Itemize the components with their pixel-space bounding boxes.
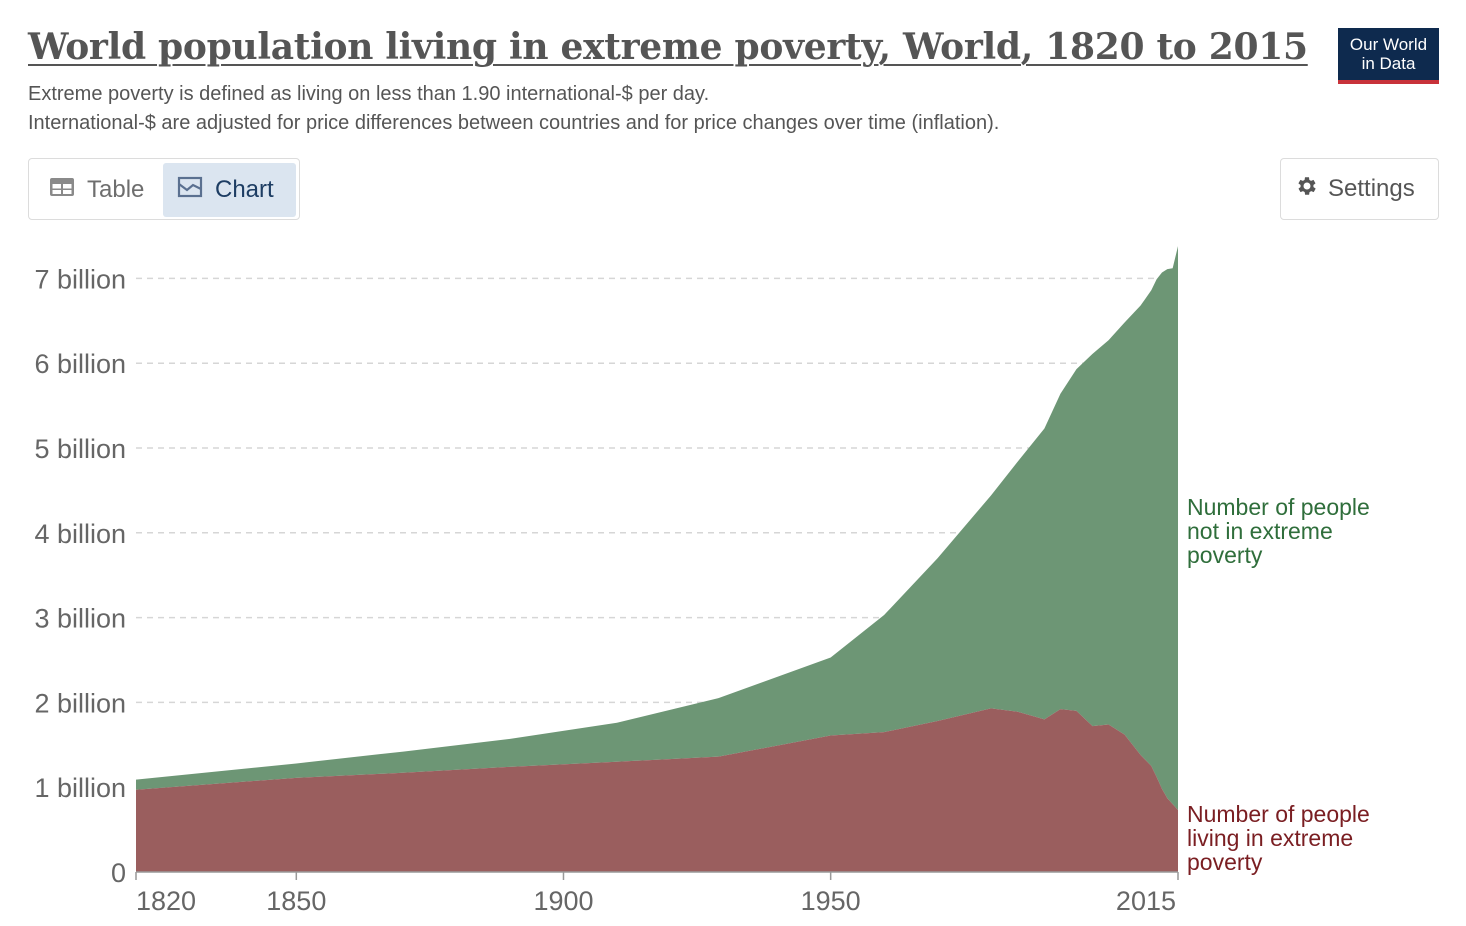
tab-chart-label: Chart bbox=[215, 176, 274, 203]
y-tick-label: 5 billion bbox=[34, 434, 126, 464]
our-world-in-data-logo[interactable]: Our World in Data bbox=[1338, 28, 1439, 84]
y-tick-label: 3 billion bbox=[34, 604, 126, 634]
gear-icon bbox=[1295, 174, 1328, 205]
y-tick-label: 1 billion bbox=[34, 773, 126, 803]
table-icon bbox=[49, 176, 87, 204]
x-tick-label: 1900 bbox=[533, 886, 593, 916]
tab-chart[interactable]: Chart bbox=[163, 163, 296, 217]
y-tick-label: 2 billion bbox=[34, 688, 126, 718]
chart-icon bbox=[177, 176, 215, 205]
logo-line-1: Our World bbox=[1349, 35, 1428, 54]
tab-table[interactable]: Table bbox=[33, 163, 163, 217]
y-tick-label: 4 billion bbox=[34, 519, 126, 549]
tab-table-label: Table bbox=[87, 176, 145, 203]
settings-button[interactable]: Settings bbox=[1280, 158, 1439, 220]
logo-line-2: in Data bbox=[1361, 54, 1416, 73]
area-in-extreme-poverty[interactable] bbox=[136, 708, 1178, 872]
chart-subtitle-line-2: International-$ are adjusted for price d… bbox=[28, 112, 1000, 134]
x-tick-label: 1820 bbox=[136, 886, 196, 916]
chart-title[interactable]: World population living in extreme pover… bbox=[28, 26, 1308, 68]
x-tick-label: 1850 bbox=[266, 886, 326, 916]
settings-label: Settings bbox=[1328, 175, 1415, 202]
area-not-in-extreme-poverty[interactable] bbox=[136, 246, 1178, 811]
series-end-label[interactable]: Number of people not in extreme poverty bbox=[1187, 494, 1370, 568]
view-tabs: Table Chart bbox=[28, 158, 300, 220]
y-tick-label: 6 billion bbox=[34, 349, 126, 379]
x-tick-label: 1950 bbox=[801, 886, 861, 916]
x-tick-label: 2015 bbox=[1116, 886, 1176, 916]
y-tick-label: 0 bbox=[111, 858, 126, 888]
series-end-label[interactable]: Number of people living in extreme poverty bbox=[1187, 801, 1370, 875]
y-tick-label: 7 billion bbox=[34, 264, 126, 294]
chart-subtitle-line-1: Extreme poverty is defined as living on … bbox=[28, 83, 710, 105]
